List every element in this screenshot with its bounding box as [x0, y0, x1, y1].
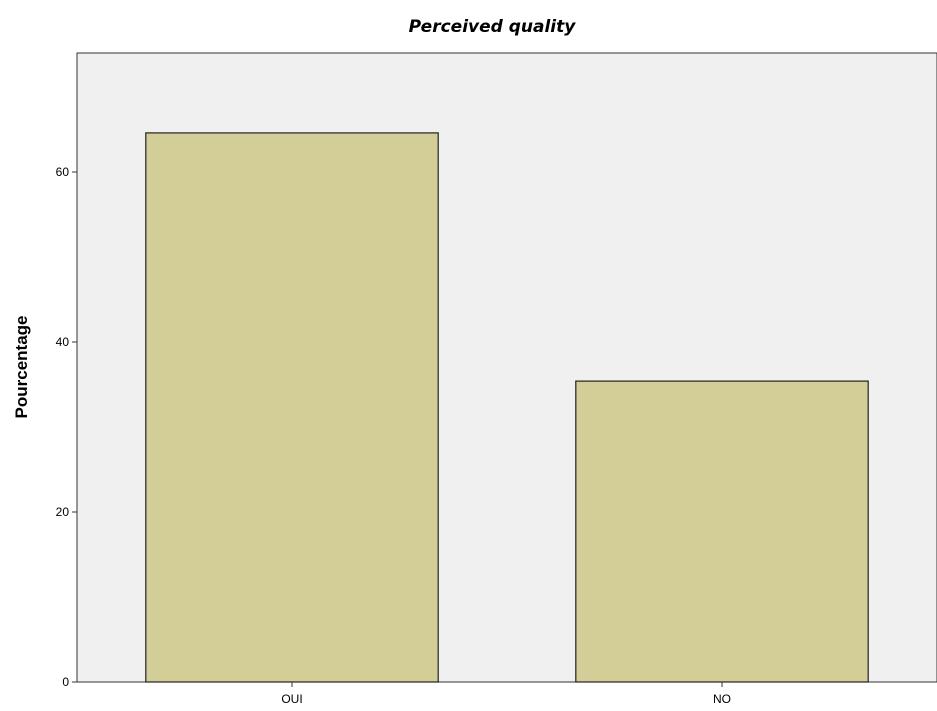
x-axis: OUI NO — [281, 682, 731, 706]
y-tick-label: 40 — [56, 335, 70, 349]
x-tick-label-oui: OUI — [281, 692, 302, 706]
bars — [145, 132, 869, 683]
bar-no — [575, 380, 869, 683]
x-tick-label-no: NO — [713, 692, 731, 706]
y-tick-label: 20 — [56, 505, 70, 519]
y-axis: 0 20 40 60 — [56, 165, 77, 689]
y-tick-label: 0 — [62, 675, 69, 689]
chart-title: Perceived quality — [409, 17, 577, 37]
bar-oui — [145, 132, 439, 683]
y-tick-label: 60 — [56, 165, 70, 179]
y-axis-label: Pourcentage — [12, 316, 31, 419]
